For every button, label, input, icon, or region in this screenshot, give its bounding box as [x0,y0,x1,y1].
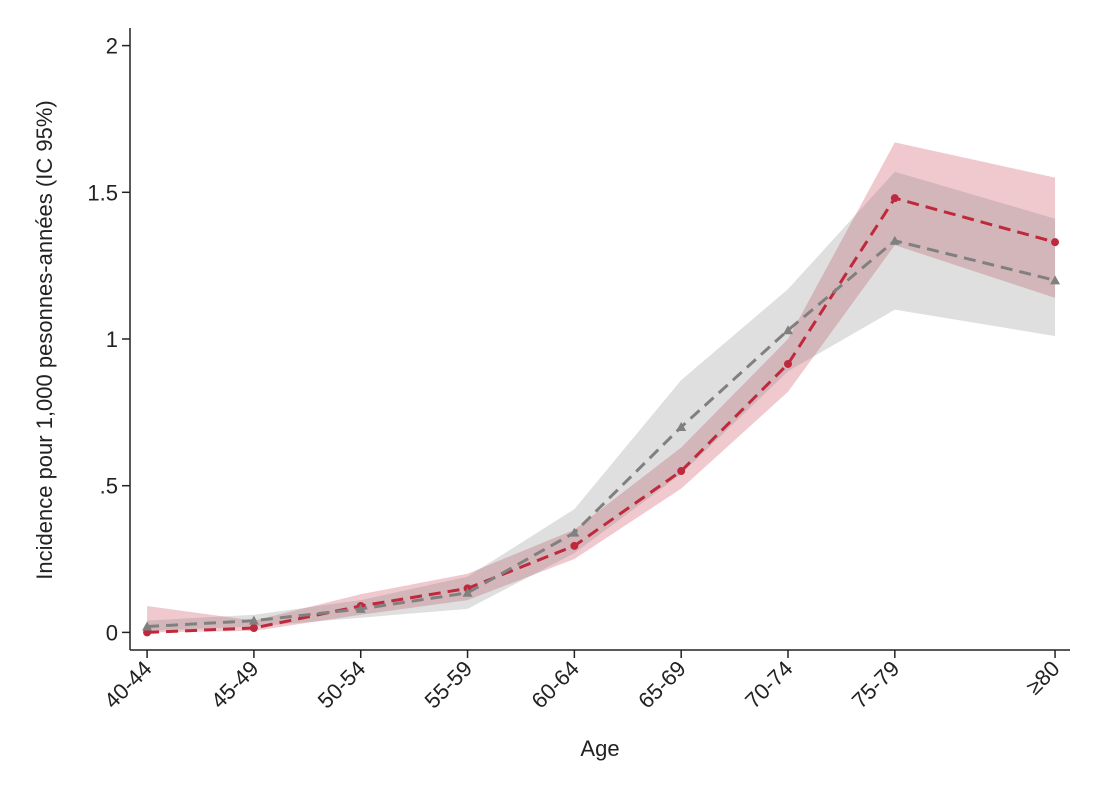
y-tick-label: 1.5 [87,180,118,205]
marker [355,603,366,613]
marker [676,422,687,432]
x-tick-label: 50-54 [313,656,370,713]
confidence-band [147,142,1056,633]
marker [248,615,259,625]
y-axis-label: Incidence pour 1,000 pesonnes-années (IC… [32,100,57,579]
marker [462,587,473,597]
y-tick-label: 0 [106,620,118,645]
x-axis-label: Age [580,736,619,761]
y-tick-label: 1 [106,327,118,352]
marker [677,467,686,476]
confidence-band [147,171,1056,631]
x-tick-label: 60-64 [526,656,583,713]
marker [889,235,900,245]
y-tick-label: .5 [100,474,118,499]
marker [890,194,899,203]
x-tick-label: 55-59 [420,656,477,713]
marker [249,623,258,632]
x-tick-label: ≥80 [1021,656,1065,700]
x-tick-label: 65-69 [633,656,690,713]
marker [569,527,580,537]
marker [570,541,579,550]
marker [783,325,793,335]
marker [142,621,153,631]
marker [784,359,792,368]
y-tick-label: 2 [106,34,118,59]
x-tick-label: 70-74 [740,656,797,713]
marker [1050,275,1061,285]
x-tick-label: 45-49 [206,656,263,713]
x-tick-label: 75-79 [847,656,904,713]
x-tick-label: 40-44 [99,656,156,713]
marker [1051,238,1060,247]
